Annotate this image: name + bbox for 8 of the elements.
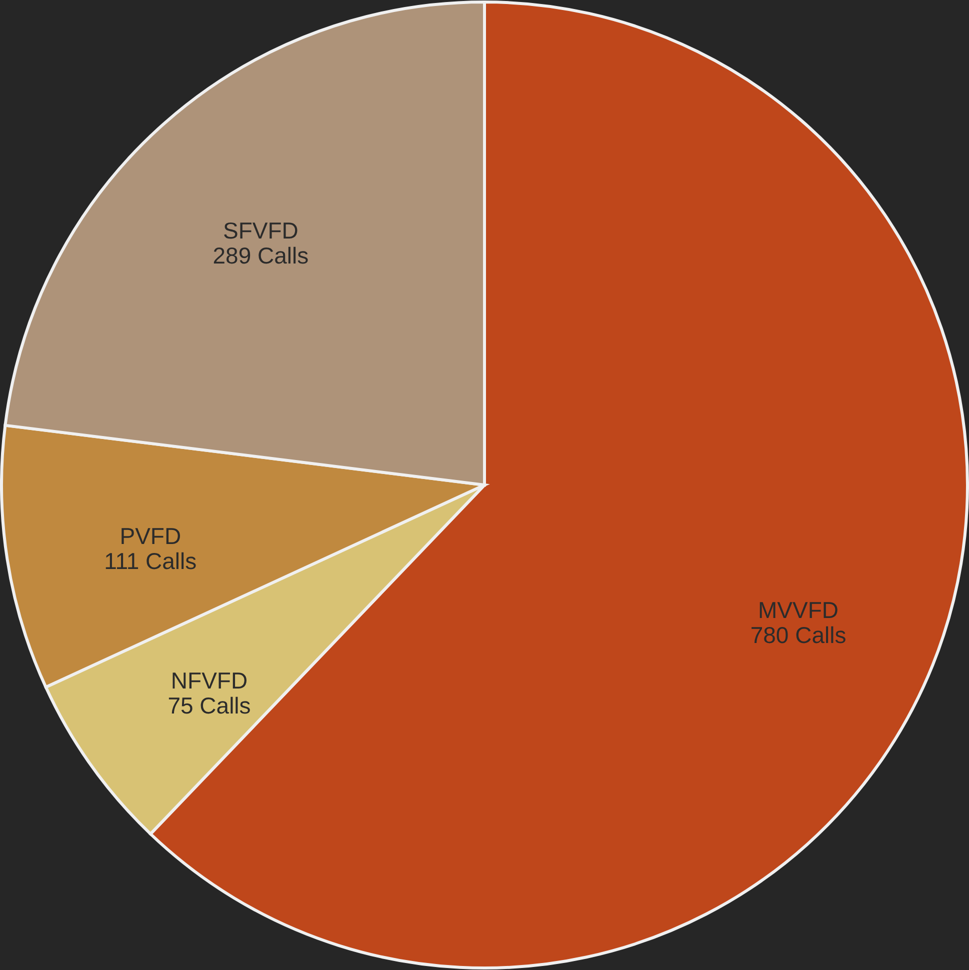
slice-label: PVFD [120, 522, 182, 549]
data-label: 289 Calls [212, 242, 309, 269]
data-label: 111 Calls [104, 548, 197, 574]
slice-label: SFVFD [222, 218, 298, 244]
data-label: 780 Calls [750, 622, 846, 648]
data-label: 75 Calls [168, 692, 251, 718]
slice-label: NFVFD [170, 667, 248, 694]
slice-label: MVVFD [758, 596, 839, 623]
